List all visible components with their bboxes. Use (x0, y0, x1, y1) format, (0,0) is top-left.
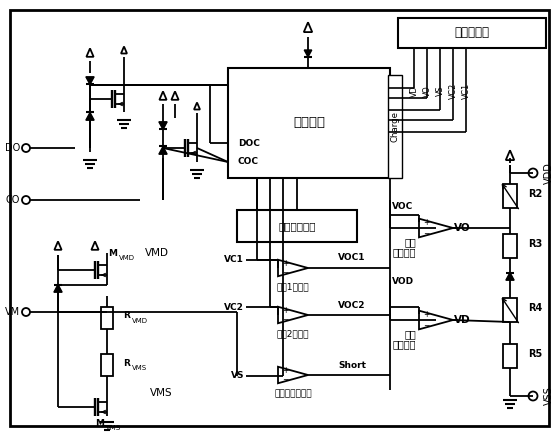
Bar (101, 354, 113, 376)
Polygon shape (419, 218, 453, 237)
Text: −: − (282, 315, 288, 324)
Text: 过充: 过充 (404, 237, 416, 247)
Text: VMD: VMD (132, 318, 148, 324)
Text: +: + (423, 310, 429, 319)
Text: VO: VO (423, 85, 432, 97)
Polygon shape (54, 242, 61, 250)
Text: VMD: VMD (119, 255, 135, 261)
Bar (503, 298, 517, 322)
Polygon shape (87, 48, 93, 57)
Text: VM: VM (5, 307, 20, 317)
Text: VD: VD (454, 315, 471, 325)
Text: M: M (95, 419, 104, 428)
Polygon shape (54, 285, 62, 292)
Bar (398, 18, 546, 48)
Polygon shape (159, 122, 167, 129)
Text: −: − (282, 268, 288, 277)
Text: Short: Short (338, 361, 366, 369)
Text: COC: COC (238, 157, 259, 167)
Polygon shape (121, 47, 127, 54)
Text: R: R (123, 311, 130, 320)
Text: 过流2比较器: 过流2比较器 (277, 330, 309, 338)
Polygon shape (172, 92, 178, 100)
Text: 基准源模块: 基准源模块 (454, 27, 490, 40)
Polygon shape (278, 307, 308, 323)
Bar (503, 184, 517, 208)
Text: DO: DO (4, 143, 20, 153)
Text: VMS: VMS (150, 388, 173, 398)
Text: 过放: 过放 (404, 329, 416, 339)
Circle shape (22, 144, 30, 152)
Text: +: + (282, 366, 288, 375)
Polygon shape (86, 112, 94, 120)
Text: DOC: DOC (238, 139, 260, 147)
Text: −: − (423, 321, 429, 330)
Text: VMS: VMS (132, 365, 147, 371)
Polygon shape (506, 150, 514, 160)
Text: R4: R4 (528, 303, 542, 313)
Text: VC1: VC1 (224, 255, 244, 265)
Text: VOC: VOC (392, 202, 413, 211)
Text: −: − (282, 375, 288, 384)
Text: VS: VS (435, 86, 444, 96)
Text: VOD: VOD (392, 277, 414, 286)
Circle shape (528, 392, 538, 401)
Text: R: R (123, 358, 130, 368)
Bar (388, 75, 402, 178)
Text: VDD: VDD (544, 162, 554, 184)
Text: R5: R5 (528, 349, 542, 359)
Text: 电比较器: 电比较器 (392, 247, 416, 257)
Bar (228, 68, 390, 178)
Bar (503, 344, 517, 368)
Polygon shape (278, 367, 308, 383)
Polygon shape (304, 22, 312, 32)
Text: −: − (423, 229, 429, 238)
Text: VOC2: VOC2 (338, 300, 366, 310)
Bar (237, 210, 357, 242)
Bar (503, 234, 517, 258)
Text: VC1: VC1 (462, 83, 471, 99)
Text: 充电检测模块: 充电检测模块 (278, 221, 316, 231)
Text: 控制模块: 控制模块 (293, 116, 325, 129)
Circle shape (22, 308, 30, 316)
Text: VS: VS (230, 371, 244, 381)
Text: VC2: VC2 (224, 303, 244, 311)
Text: VO: VO (454, 223, 471, 233)
Text: 负载短路比较器: 负载短路比较器 (274, 389, 312, 399)
Text: CO: CO (6, 195, 20, 205)
Text: VSS: VSS (544, 387, 554, 405)
Text: R2: R2 (528, 189, 542, 199)
Text: +: + (282, 259, 288, 268)
Text: +: + (282, 306, 288, 315)
Circle shape (22, 196, 30, 204)
Polygon shape (506, 272, 514, 280)
Text: VMD: VMD (145, 248, 169, 258)
Text: VD: VD (410, 85, 419, 97)
Text: VMS: VMS (106, 425, 121, 431)
Polygon shape (304, 50, 312, 57)
Polygon shape (194, 102, 200, 109)
Polygon shape (86, 77, 94, 85)
Polygon shape (159, 92, 167, 100)
Bar (101, 307, 113, 329)
Text: +: + (423, 218, 429, 227)
Circle shape (528, 168, 538, 177)
Text: M: M (108, 249, 117, 258)
Text: R3: R3 (528, 239, 542, 249)
Polygon shape (159, 146, 167, 154)
Text: VC2: VC2 (448, 83, 457, 99)
Text: 电比较器: 电比较器 (392, 339, 416, 349)
Polygon shape (92, 242, 98, 250)
Text: Charge: Charge (391, 112, 400, 143)
Text: VOC1: VOC1 (338, 253, 366, 262)
Polygon shape (278, 260, 308, 276)
Polygon shape (419, 310, 453, 329)
Text: 过流1比较器: 过流1比较器 (277, 283, 309, 292)
